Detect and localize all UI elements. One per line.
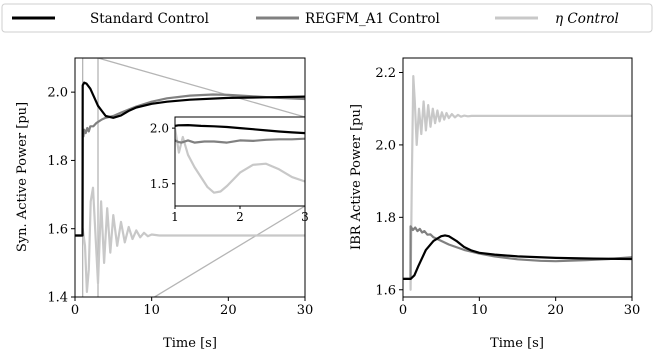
plot-frame xyxy=(402,57,633,298)
series-line-standard-control xyxy=(403,234,632,280)
y-tick-label: 1.8 xyxy=(47,154,68,169)
series-line--control xyxy=(75,186,305,293)
ibr-power-chart: 0 10 20 30 1.6 1.8 2.0 2.2 Time [s] IBR Active… xyxy=(349,57,641,351)
x-tick-label: 30 xyxy=(624,303,641,318)
y-tick-label: 1.5 xyxy=(150,177,169,191)
syn-power-chart: 0 10 20 30 1.4 1.6 1.8 2.0 Time [s] Syn. Activ… xyxy=(15,57,314,351)
zoom-connector-top xyxy=(97,58,305,118)
x-tick-label: 10 xyxy=(471,303,488,318)
inset-zoom-chart: 1 2 3 1.5 2.0 xyxy=(150,116,309,224)
y-tick-label: 1.6 xyxy=(47,222,68,237)
series-line-standard-control xyxy=(75,81,305,237)
legend-frame xyxy=(1,3,653,33)
series-line-regfm-a1-control xyxy=(175,137,305,144)
legend-label-eta: η Control xyxy=(555,11,619,27)
zoom-connector-bottom xyxy=(153,205,305,297)
x-tick-label: 20 xyxy=(547,303,564,318)
x-tick-label: 20 xyxy=(220,303,237,318)
legend-label-standard: Standard Control xyxy=(90,11,209,27)
series-line-standard-control xyxy=(175,124,305,135)
y-axis-label: Syn. Active Power [pu] xyxy=(15,102,30,252)
y-tick-label: 1.8 xyxy=(375,211,396,226)
legend: Standard Control REGFM_A1 Control η Cont… xyxy=(1,3,653,33)
y-tick-label: 2.0 xyxy=(150,121,169,135)
series-line--control xyxy=(175,127,305,194)
x-axis-label: Time [s] xyxy=(490,336,544,351)
x-tick-label: 30 xyxy=(297,303,314,318)
legend-label-regfm: REGFM_A1 Control xyxy=(305,11,440,27)
y-tick-label: 2.0 xyxy=(375,138,396,153)
y-axis-label: IBR Active Power [pu] xyxy=(349,104,364,250)
y-tick-label: 2.0 xyxy=(47,86,68,101)
x-tick-label: 2 xyxy=(236,210,244,224)
x-tick-label: 0 xyxy=(399,303,407,318)
x-tick-label: 0 xyxy=(71,303,79,318)
y-tick-label: 1.4 xyxy=(47,291,68,306)
x-axis-label: Time [s] xyxy=(163,336,217,351)
series-line--control xyxy=(403,75,632,291)
series-line-regfm-a1-control xyxy=(75,93,305,237)
x-tick-label: 3 xyxy=(301,210,309,224)
series-line-regfm-a1-control xyxy=(403,225,632,280)
x-tick-label: 10 xyxy=(143,303,160,318)
y-tick-label: 1.6 xyxy=(375,283,396,298)
inset-background xyxy=(175,117,305,206)
x-tick-label: 1 xyxy=(171,210,179,224)
y-tick-label: 2.2 xyxy=(375,66,396,81)
